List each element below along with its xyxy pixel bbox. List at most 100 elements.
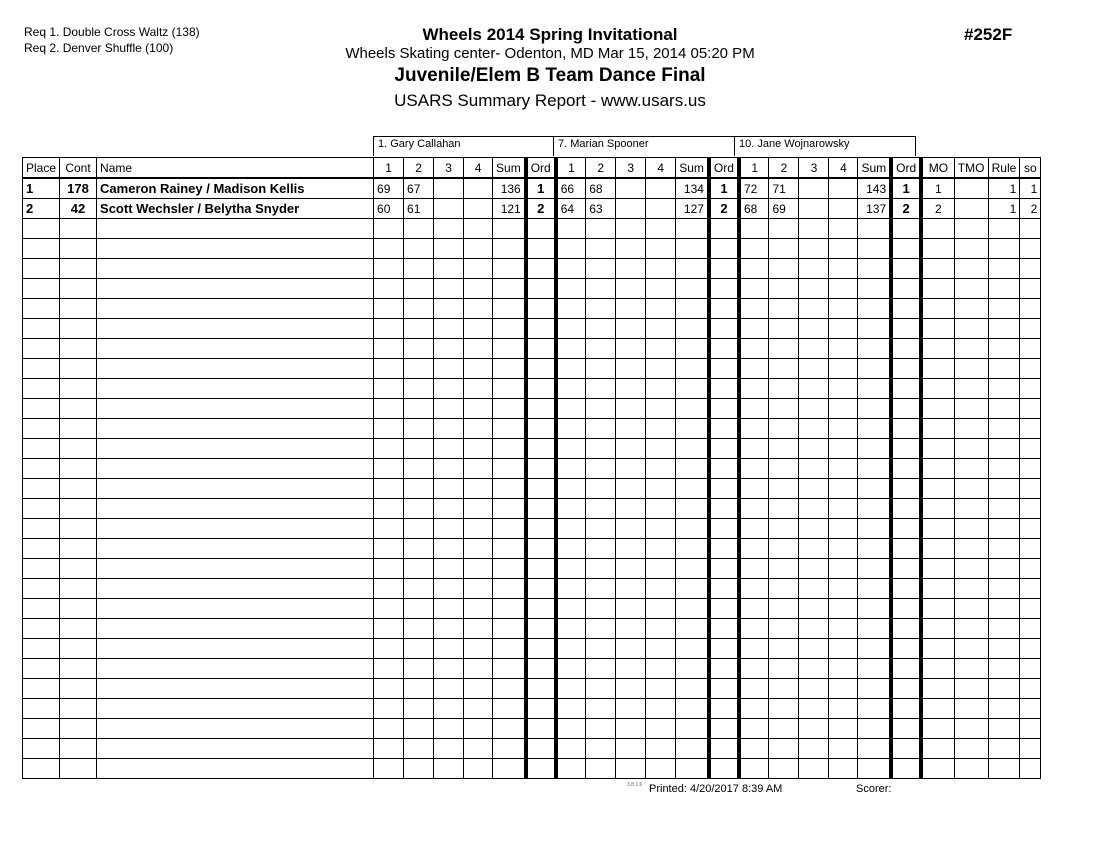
- sum-cell: [675, 698, 710, 719]
- name-cell: [96, 558, 375, 579]
- score-cell: [403, 758, 435, 779]
- score-cell: [798, 198, 830, 219]
- score-cell: [768, 458, 800, 479]
- rule-cell: [987, 678, 1021, 699]
- table-row: [21, 258, 1042, 279]
- sum-cell: 134: [675, 177, 710, 199]
- sum-cell: [857, 678, 892, 699]
- ord-cell: 1: [889, 177, 924, 199]
- score-cell: [555, 718, 587, 739]
- header-sum: Sum: [857, 157, 892, 179]
- score-cell: [585, 478, 617, 499]
- ord-cell: [889, 438, 924, 459]
- score-cell: [463, 338, 494, 359]
- score-cell: 71: [768, 177, 800, 199]
- score-cell: [585, 738, 617, 759]
- name-cell: [96, 438, 375, 459]
- score-cell: [828, 638, 859, 659]
- tmo-cell: [953, 658, 989, 679]
- sum-cell: [492, 318, 527, 339]
- score-cell: [433, 258, 465, 279]
- score-cell: [615, 358, 647, 379]
- cont-cell: [59, 398, 98, 419]
- rule-cell: [987, 338, 1021, 359]
- score-cell: [738, 618, 770, 639]
- ord-cell: [889, 238, 924, 259]
- sum-cell: [675, 298, 710, 319]
- so-cell: [1019, 498, 1042, 519]
- ord-cell: [523, 698, 558, 719]
- score-cell: [768, 598, 800, 619]
- score-cell: [645, 758, 677, 779]
- score-cell: [738, 358, 770, 379]
- ord-cell: [523, 218, 558, 239]
- score-cell: 72: [738, 177, 770, 199]
- ord-cell: [889, 298, 924, 319]
- score-cell: [463, 398, 494, 419]
- sum-cell: [675, 558, 710, 579]
- tmo-cell: [953, 358, 989, 379]
- sum-cell: [492, 298, 527, 319]
- so-cell: [1019, 598, 1042, 619]
- version-label: 3.8.1.6: [627, 782, 643, 788]
- score-cell: [585, 658, 617, 679]
- score-cell: 61: [403, 198, 435, 219]
- place-cell: 1: [21, 177, 61, 199]
- rule-cell: 1: [987, 177, 1021, 199]
- score-cell: [433, 758, 465, 779]
- ord-cell: [706, 418, 741, 439]
- sum-cell: [492, 758, 527, 779]
- score-cell: [433, 578, 465, 599]
- name-cell: [96, 398, 375, 419]
- place-cell: [21, 378, 61, 399]
- sum-cell: [675, 718, 710, 739]
- score-cell: [373, 378, 405, 399]
- ord-cell: [889, 518, 924, 539]
- score-cell: [738, 258, 770, 279]
- ord-cell: [706, 638, 741, 659]
- score-cell: [433, 338, 465, 359]
- scorer-label: Scorer:: [856, 783, 892, 795]
- sum-cell: [492, 398, 527, 419]
- ord-cell: [523, 358, 558, 379]
- score-cell: [738, 418, 770, 439]
- table-row: [21, 578, 1042, 599]
- score-cell: [373, 498, 405, 519]
- place-cell: [21, 438, 61, 459]
- score-cell: [768, 358, 800, 379]
- score-cell: [463, 718, 494, 739]
- sum-cell: [857, 378, 892, 399]
- ord-cell: [706, 518, 741, 539]
- mo-cell: [920, 418, 955, 439]
- score-cell: [555, 378, 587, 399]
- score-cell: [373, 578, 405, 599]
- name-cell: [96, 458, 375, 479]
- sum-cell: [857, 458, 892, 479]
- sum-cell: [492, 278, 527, 299]
- column-header-row: Place Cont Name 1 2 3 4 Sum Ord 1 2 3 4 Sum Ord 1 2 3 4 Sum…: [21, 157, 1042, 179]
- sum-cell: [675, 318, 710, 339]
- score-cell: [585, 298, 617, 319]
- sum-cell: [492, 678, 527, 699]
- mo-cell: [920, 758, 955, 779]
- so-cell: [1019, 418, 1042, 439]
- sum-cell: [675, 438, 710, 459]
- judge-header-3: 10. Jane Wojnarowsky: [734, 136, 916, 156]
- cont-cell: [59, 298, 98, 319]
- score-cell: [555, 658, 587, 679]
- sum-cell: [492, 378, 527, 399]
- sum-cell: [857, 278, 892, 299]
- sum-cell: [492, 618, 527, 639]
- table-row: [21, 298, 1042, 319]
- score-cell: [463, 658, 494, 679]
- score-cell: [555, 238, 587, 259]
- sum-cell: [492, 358, 527, 379]
- score-cell: [798, 478, 830, 499]
- ord-cell: [523, 398, 558, 419]
- tmo-cell: [953, 558, 989, 579]
- table-row: [21, 358, 1042, 379]
- score-cell: [373, 678, 405, 699]
- cont-cell: [59, 698, 98, 719]
- name-cell: [96, 238, 375, 259]
- header-score-1: 1: [555, 157, 587, 179]
